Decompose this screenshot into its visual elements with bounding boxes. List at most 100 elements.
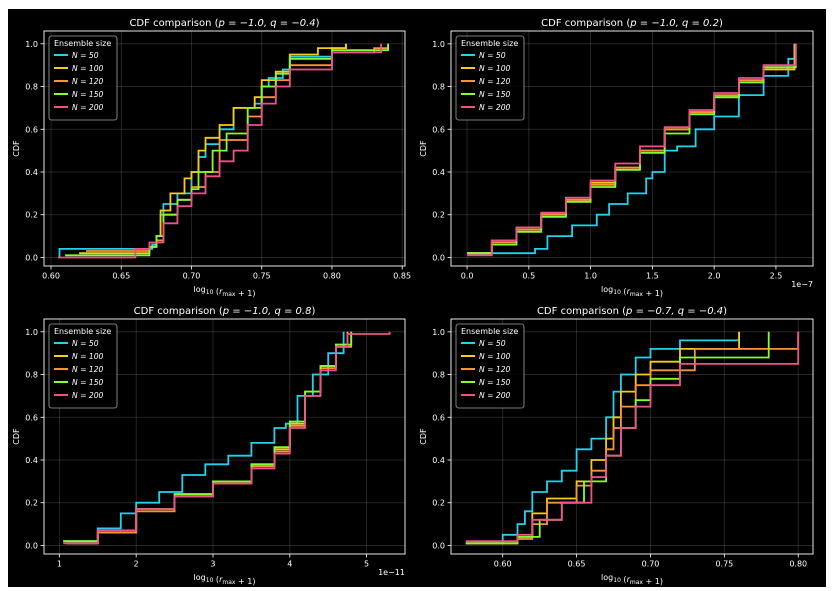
x-tick-label: 0.75 (253, 272, 271, 281)
legend-entry: N = 120 (479, 77, 511, 86)
chart-title: CDF comparison (p = −1.0, q = 0.8) (134, 306, 316, 317)
legend-entry: N = 150 (72, 378, 104, 387)
y-tick-label: 0.4 (432, 168, 445, 177)
legend-title: Ensemble size (461, 327, 518, 336)
y-tick-label: 1.0 (25, 328, 38, 337)
plot-frame (450, 30, 814, 267)
x-offset-label: 1e−7 (791, 280, 813, 289)
series-line-n50 (63, 331, 345, 543)
legend-entry: N = 50 (479, 339, 506, 348)
legend: Ensemble size N = 50 N = 100 N = 120 N = 150… (455, 35, 525, 121)
figure: 0.60 0.65 0.70 0.75 0.80 0.85 0.0 0.2 0.4 0.6 0.8 1… (8, 9, 826, 587)
y-tick-label: 0.0 (432, 253, 445, 262)
y-tick-label: 0.8 (432, 83, 445, 92)
legend-entry: N = 50 (72, 339, 99, 348)
y-tick-label: 0.6 (25, 125, 38, 134)
legend-box (48, 35, 118, 121)
x-axis-label: log10 (rmax + 1) (601, 573, 663, 586)
legend-entry: N = 100 (479, 64, 511, 73)
y-tick-label: 1.0 (432, 328, 445, 337)
x-tick-label: 0.5 (522, 272, 535, 281)
plot-frame (450, 318, 814, 555)
x-tick-label: 3 (210, 560, 215, 569)
chart-figure: 0.60 0.65 0.70 0.75 0.80 0.850.00.20.40.60.81… (12, 18, 814, 586)
legend-entry: N = 150 (479, 378, 511, 387)
legend-title: Ensemble size (54, 327, 111, 336)
chart-panel-2: 0.0 0.5 1.0 1.5 2.0 2.5 0.0 0.2 0.4 0.6 0.8 1.0 CDF … (419, 18, 814, 298)
x-tick-label: 0.0 (461, 272, 474, 281)
legend-entry: N = 100 (72, 64, 104, 73)
x-axis-label: log10 (rmax + 1) (601, 285, 663, 298)
x-tick-label: 0.70 (642, 560, 660, 569)
legend: Ensemble size N = 50 N = 100 N = 120 N = 150… (48, 323, 118, 409)
x-tick-label: 2.0 (708, 272, 721, 281)
y-tick-label: 0.4 (25, 456, 38, 465)
series-line-n200 (467, 43, 797, 257)
y-tick-label: 0.4 (25, 168, 38, 177)
legend-entry: N = 200 (72, 391, 104, 400)
chart-panel-3: 1 2 3 4 5 0.0 0.2 0.4 0.6 0.8 1.0 CDF comparison (p… (12, 306, 406, 586)
chart-title: CDF comparison (p = −1.0, q = 0.2) (541, 18, 723, 29)
legend: Ensemble size N = 50 N = 100 N = 120 N = 150… (455, 323, 525, 409)
legend-title: Ensemble size (54, 39, 111, 48)
legend-entry: N = 120 (479, 365, 511, 374)
series-line-n50 (467, 43, 796, 255)
x-tick-label: 1.5 (646, 272, 659, 281)
chart-title: CDF comparison (p = −0.7, q = −0.4) (537, 306, 727, 317)
y-tick-label: 0.6 (432, 125, 445, 134)
x-tick-label: 0.65 (112, 272, 130, 281)
y-tick-label: 0.8 (432, 371, 445, 380)
series-line-n200 (465, 331, 800, 543)
legend-title: Ensemble size (461, 39, 518, 48)
y-tick-label: 0.6 (432, 413, 445, 422)
x-tick-label: 0.70 (183, 272, 201, 281)
y-tick-label: 0.8 (25, 371, 38, 380)
y-axis-label: CDF (12, 140, 21, 157)
series-line-n200 (58, 43, 382, 259)
legend-entry: N = 50 (72, 51, 99, 60)
x-axis-label: log10 (rmax + 1) (194, 285, 256, 298)
x-tick-label: 1 (57, 560, 62, 569)
y-tick-label: 0.2 (25, 211, 38, 220)
y-tick-label: 0.2 (432, 499, 445, 508)
series-line-n200 (63, 331, 391, 545)
legend-entry: N = 100 (72, 352, 104, 361)
x-tick-label: 0.75 (715, 560, 733, 569)
x-tick-label: 0.60 (494, 560, 512, 569)
legend-entry: N = 50 (479, 51, 506, 60)
chart-title: CDF comparison (p = −1.0, q = −0.4) (129, 18, 319, 29)
series-line-n100 (79, 43, 347, 255)
x-tick-label: 4 (287, 560, 292, 569)
legend-box (455, 35, 525, 121)
chart-panel-1: 0.60 0.65 0.70 0.75 0.80 0.85 0.0 0.2 0.4 0.6 0.8 1… (12, 18, 411, 298)
x-tick-label: 2 (134, 560, 139, 569)
x-tick-label: 1.0 (584, 272, 597, 281)
x-tick-label: 0.80 (789, 560, 807, 569)
legend-entry: N = 150 (479, 90, 511, 99)
x-axis-label: log10 (rmax + 1) (194, 573, 256, 586)
x-tick-label: 0.80 (323, 272, 341, 281)
chart-panel-4: 0.60 0.65 0.70 0.75 0.80 0.0 0.2 0.4 0.6 0.8 1.0 CD… (419, 306, 814, 586)
x-tick-label: 0.65 (568, 560, 586, 569)
y-tick-label: 0.0 (25, 541, 38, 550)
x-tick-label: 0.60 (42, 272, 60, 281)
y-axis-label: CDF (419, 428, 428, 445)
legend-entry: N = 150 (72, 90, 104, 99)
y-tick-label: 0.2 (25, 499, 38, 508)
y-tick-label: 0.6 (25, 413, 38, 422)
y-tick-label: 1.0 (25, 40, 38, 49)
legend-entry: N = 100 (479, 352, 511, 361)
legend-box (48, 323, 118, 409)
legend-entry: N = 120 (72, 77, 104, 86)
legend-box (455, 323, 525, 409)
y-tick-label: 0.0 (432, 541, 445, 550)
y-tick-label: 0.2 (432, 211, 445, 220)
x-tick-label: 5 (364, 560, 369, 569)
y-axis-label: CDF (419, 140, 428, 157)
y-tick-label: 1.0 (432, 40, 445, 49)
y-tick-label: 0.8 (25, 83, 38, 92)
x-offset-label: 1e−11 (378, 568, 405, 577)
plot-frame (43, 318, 406, 555)
plot-frame (43, 30, 406, 267)
legend-entry: N = 120 (72, 365, 104, 374)
